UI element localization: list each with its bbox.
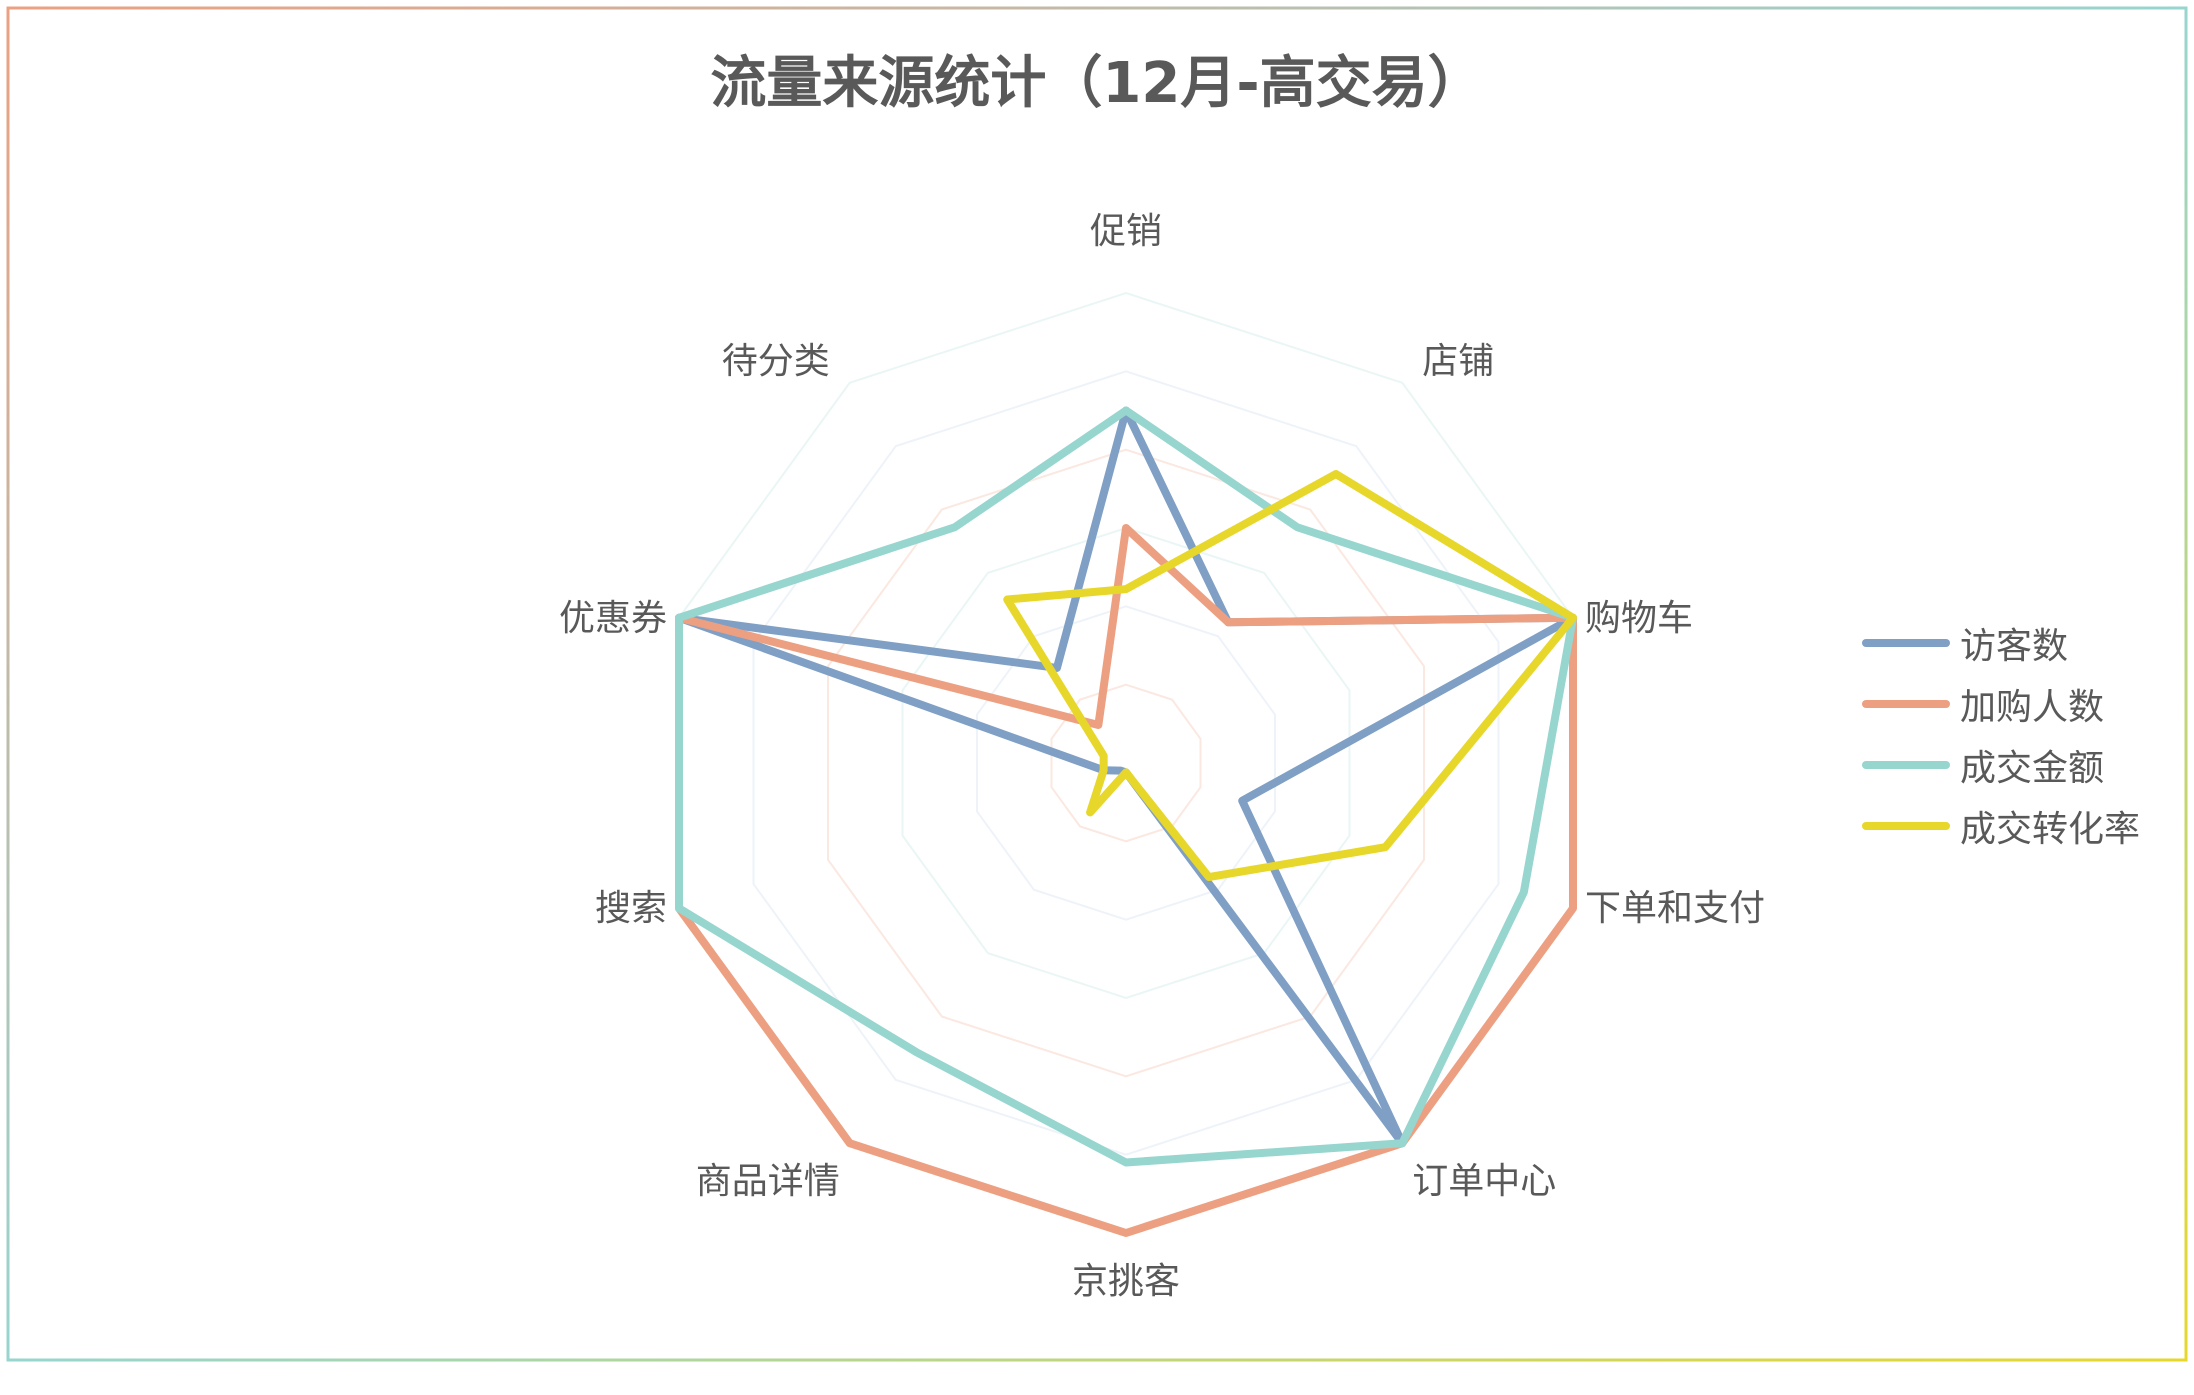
- series-line: [1003, 470, 1577, 882]
- legend-swatch: [1862, 699, 1950, 708]
- axis-label: 订单中心: [1412, 1161, 1556, 1202]
- legend-label: 成交转化率: [1960, 808, 2141, 850]
- legend-swatch: [1862, 821, 1950, 830]
- legend-label: 访客数: [1960, 625, 2069, 667]
- axis-label: 京挑客: [1072, 1261, 1180, 1302]
- axis-label: 店铺: [1422, 341, 1494, 382]
- chart-title: 流量来源统计（12月-高交易）: [710, 51, 1484, 116]
- legend-label: 加购人数: [1960, 686, 2105, 728]
- axis-label: 商品详情: [696, 1161, 840, 1202]
- series-line: [675, 524, 1577, 1237]
- grid-ring: [752, 370, 1500, 1156]
- axis-label: 待分类: [722, 341, 830, 382]
- legend-item: 成交金额: [1862, 734, 2140, 795]
- legend-swatch: [1862, 638, 1950, 647]
- legend-item: 加购人数: [1862, 673, 2140, 734]
- axis-label: 下单和支付: [1585, 888, 1765, 929]
- legend-item: 访客数: [1862, 612, 2140, 673]
- grid-ring: [976, 605, 1276, 921]
- grid-ring: [827, 448, 1425, 1078]
- series-line: [675, 406, 1577, 1167]
- axis-label: 促销: [1090, 211, 1162, 252]
- legend-swatch: [1862, 760, 1950, 769]
- chart-legend: 访客数加购人数成交金额成交转化率: [1862, 612, 2140, 856]
- axis-label: 搜索: [595, 888, 667, 929]
- axis-label: 优惠券: [559, 598, 667, 639]
- legend-label: 成交金额: [1960, 747, 2105, 789]
- legend-item: 成交转化率: [1862, 795, 2140, 856]
- axis-label: 购物车: [1585, 598, 1693, 639]
- grid-ring: [1050, 683, 1202, 843]
- grid-ring: [901, 526, 1351, 1000]
